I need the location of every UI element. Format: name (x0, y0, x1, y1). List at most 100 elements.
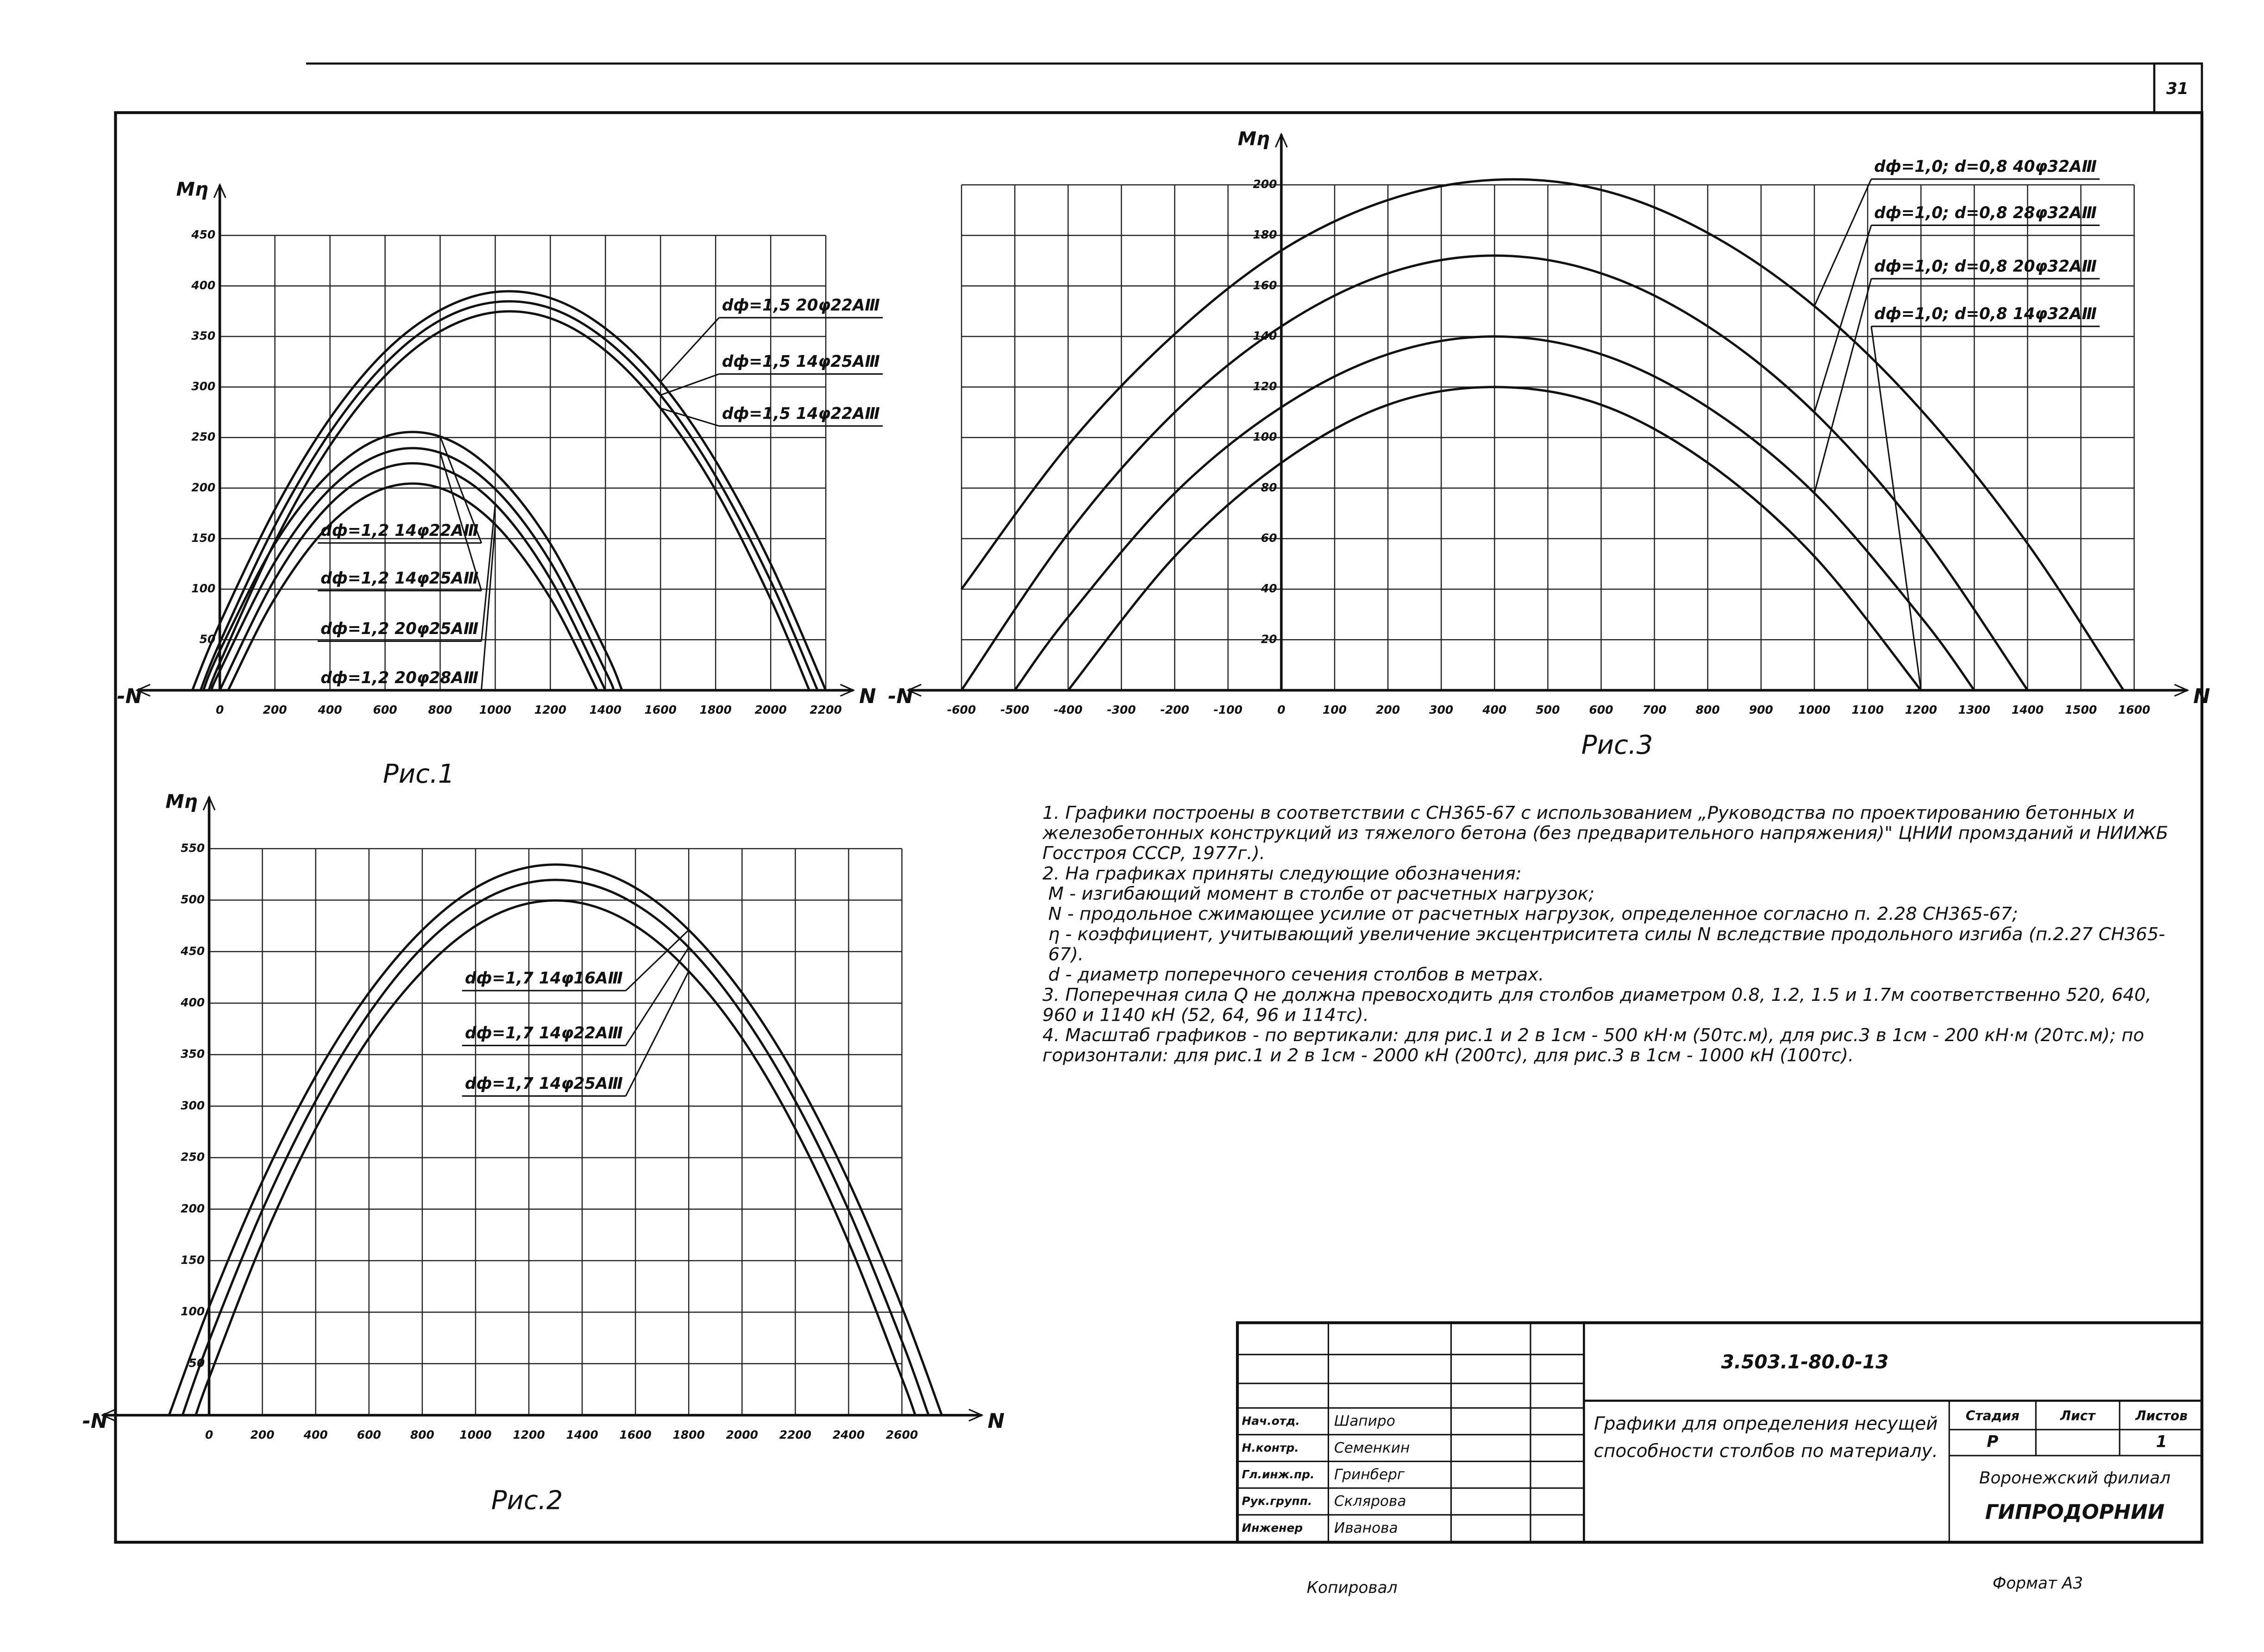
y-tick-label: 450 (191, 228, 215, 241)
signature-name: Иванова (1334, 1520, 1398, 1536)
note-line: η - коэффициент, учитывающий увеличение … (1048, 923, 2165, 965)
organization: Воронежский филиал (1979, 1469, 2170, 1488)
series-label: dф=1,2 14φ22АⅢ (320, 521, 478, 540)
signature-role: Гл.инж.пр. (1242, 1468, 1314, 1481)
y-tick-label: 200 (181, 1202, 205, 1215)
x-tick-label: 1400 (590, 703, 621, 716)
x-tick-label: 2200 (810, 703, 842, 716)
x-tick-label: -400 (1054, 703, 1082, 716)
x-tick-label: 1500 (2065, 703, 2097, 716)
leader-line (1813, 278, 1872, 494)
note-line: 4. Масштаб графиков - по вертикали: для … (1042, 1024, 2145, 1066)
x-tick-label: 900 (1749, 703, 1773, 716)
series-line (210, 447, 615, 691)
x-tick-label: 1600 (2118, 703, 2150, 716)
y-tick-label: 40 (1261, 582, 1277, 595)
leader-line (480, 504, 496, 641)
axis-arrow (906, 684, 922, 697)
signature-role: Инженер (1242, 1521, 1303, 1534)
x-tick-label: 200 (263, 703, 287, 716)
y-tick-label: 300 (191, 380, 215, 393)
y-tick-label: 20 (1261, 632, 1277, 646)
x-tick-label: 0 (1277, 703, 1285, 716)
note-line: M - изгибающий момент в столбе от расчет… (1048, 882, 1595, 904)
leader-line (480, 524, 496, 691)
copied-label: Копировал (1307, 1578, 1398, 1597)
leader-line (625, 971, 690, 1097)
x-tick-label: 1300 (1958, 703, 1990, 716)
format-label: Формат A3 (1993, 1574, 2083, 1593)
y-tick-label: 450 (180, 944, 205, 958)
x-axis-negative-label: -N (888, 685, 914, 708)
y-tick-label: 100 (181, 1305, 205, 1318)
series-line (1067, 386, 1922, 691)
y-tick-label: 200 (191, 481, 215, 494)
series-label: dф=1,7 14φ22АⅢ (465, 1024, 623, 1043)
x-tick-label: 400 (303, 1428, 328, 1441)
y-tick-label: 400 (180, 996, 205, 1009)
chart: 0 200 400 600 800 1000 1200 1400 1600 1800 2000 220… (117, 178, 883, 789)
x-tick-label: 700 (1643, 703, 1667, 716)
series-line (960, 254, 2029, 691)
x-tick-label: -500 (1000, 703, 1029, 716)
series-line (960, 178, 2125, 691)
x-tick-label: 400 (1482, 703, 1506, 716)
leader-line (1813, 225, 1872, 413)
x-tick-label: 1000 (1798, 703, 1830, 716)
leader-line (1813, 179, 1872, 307)
y-tick-label: 160 (1253, 278, 1277, 292)
frame (114, 111, 2204, 1544)
leader-line (439, 452, 483, 591)
series-label: dф=1,0; d=0,8 28φ32АⅢ (1874, 204, 2097, 222)
series-label: dф=1,7 14φ16АⅢ (465, 969, 623, 988)
page-number-box (2153, 62, 2203, 114)
note-line: 3. Поперечная сила Q не должна превосход… (1042, 983, 2151, 1025)
series-label: dф=1,2 14φ25АⅢ (320, 569, 478, 588)
y-axis-label: Mη (1238, 127, 1270, 150)
series-label: dф=1,5 14φ25АⅢ (722, 352, 880, 371)
signature-name: Гринберг (1334, 1466, 1405, 1483)
x-axis-label: N (988, 1409, 1005, 1433)
x-tick-label: 1200 (513, 1428, 545, 1441)
x-tick-label: 1600 (645, 703, 677, 716)
y-tick-label: 180 (1253, 228, 1277, 241)
axis-arrow (135, 684, 151, 697)
y-tick-label: 60 (1261, 531, 1277, 545)
signature-name: Семенкин (1334, 1439, 1410, 1456)
series-line (227, 482, 598, 691)
x-tick-label: 2200 (779, 1428, 811, 1441)
organization: ГИПРОДОРНИИ (1985, 1501, 2164, 1524)
y-tick-label: 500 (181, 893, 205, 906)
x-tick-label: 0 (205, 1428, 213, 1441)
series-line (202, 431, 623, 691)
notes: 1. Графики построены в соответствии с СН… (1042, 803, 2169, 1066)
x-tick-label: 1400 (566, 1428, 598, 1441)
x-tick-label: 500 (1536, 703, 1560, 716)
y-tick-label: 100 (191, 582, 215, 595)
signature-name: Склярова (1334, 1493, 1406, 1510)
y-tick-label: 300 (181, 1099, 205, 1112)
y-tick-label: 250 (191, 430, 215, 444)
axis-arrow (2174, 684, 2189, 697)
axis-arrow (968, 1408, 984, 1422)
signature-role: Нач.отд. (1242, 1414, 1300, 1428)
series-label: dф=1,2 20φ28АⅢ (320, 669, 478, 687)
x-tick-label: 1100 (1851, 703, 1883, 716)
axis-arrow (100, 1408, 116, 1422)
note-line: 1. Графики построены в соответствии с СН… (1042, 803, 2169, 864)
chart-caption: Рис.1 (383, 759, 455, 789)
sheet-count: 1 (2156, 1432, 2167, 1451)
x-axis-negative-label: -N (82, 1409, 108, 1433)
x-tick-label: 1800 (700, 703, 732, 716)
title-block: 3.503.1-80.0-13 Графики для определения … (1235, 1321, 2204, 1544)
x-tick-label: 2000 (726, 1428, 758, 1441)
signature-role: Н.контр. (1242, 1441, 1298, 1454)
x-tick-label: 2000 (755, 703, 787, 716)
drawing-title: Графики для определения несущей способно… (1593, 1412, 1938, 1462)
chart-caption: Рис.2 (491, 1485, 563, 1515)
title-block-frame (1235, 1321, 2204, 1544)
note-line: 2. На графиках приняты следующие обознач… (1042, 862, 1522, 884)
series-label: dф=1,0; d=0,8 14φ32АⅢ (1874, 305, 2097, 323)
y-tick-label: 550 (181, 841, 205, 854)
